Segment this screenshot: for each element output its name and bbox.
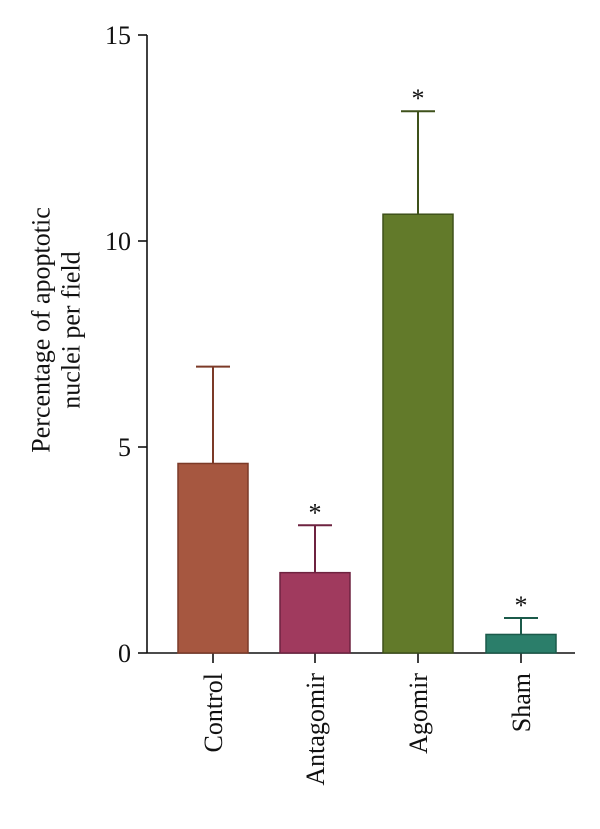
y-tick-label: 0 [118,639,131,668]
y-axis-title-line: Percentage of apoptotic [26,207,55,452]
bar-sham [485,633,557,654]
category-label-control: Control [199,673,228,752]
category-label-sham: Sham [507,673,536,732]
y-tick-label: 5 [118,433,131,462]
category-labels: Control Antagomir Agomir Sham [199,673,536,786]
significance-mark: * [309,498,322,527]
category-label-antagomir: Antagomir [301,673,330,786]
bar-antagomir [279,571,351,654]
significance-mark: * [515,591,528,620]
bar-control [177,462,249,654]
bar-agomir [382,213,454,654]
axes: 0 5 10 15 [105,21,575,668]
y-axis-title-text: Percentage of apoptoticnuclei per field [26,207,85,452]
y-tick-label: 15 [105,21,131,50]
y-axis-title: Percentage of apoptoticnuclei per field [26,207,85,452]
bars: * * * [177,84,557,654]
y-axis-title-line: nuclei per field [56,251,85,408]
significance-mark: * [412,84,425,113]
y-tick-label: 10 [105,227,131,256]
category-label-agomir: Agomir [404,673,433,754]
